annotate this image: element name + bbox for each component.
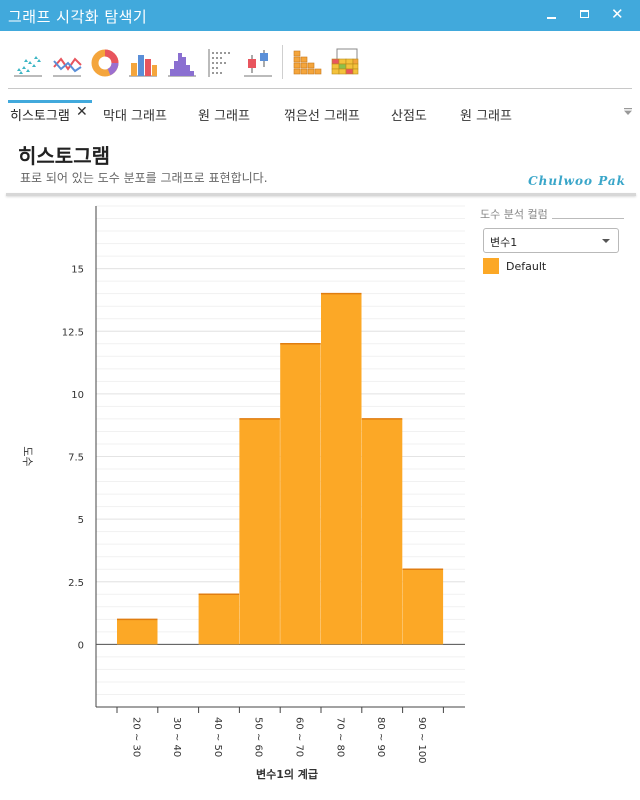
toolbar-separator: [282, 45, 283, 79]
maximize-icon: [580, 10, 589, 18]
scatter-chart-icon[interactable]: [12, 47, 44, 79]
tabs-overflow-icon[interactable]: [624, 108, 632, 116]
x-tick-label: 90 ~ 100: [416, 717, 427, 764]
column-label: 도수 분석 컬럼: [480, 208, 548, 221]
y-tick-label: 2.5: [68, 578, 84, 589]
x-tick-label: 50 ~ 60: [253, 717, 264, 757]
column-select[interactable]: 변수1: [483, 228, 619, 253]
treemap-icon[interactable]: [329, 47, 361, 79]
box-plot-icon[interactable]: [242, 47, 274, 79]
y-tick-label: 5: [78, 515, 84, 526]
tab-histogram[interactable]: 히스토그램: [10, 109, 70, 124]
minimize-button[interactable]: [535, 0, 568, 31]
header-divider: [6, 193, 636, 196]
x-tick-label: 40 ~ 50: [212, 717, 223, 757]
tab-scatter[interactable]: 산점도: [391, 109, 427, 124]
column-select-value: 변수1: [490, 236, 518, 249]
title-bar: 그래프 시각화 탐색기 ✕: [0, 0, 640, 31]
x-axis-title: 변수1의 계급: [256, 767, 318, 781]
histogram-bar: [239, 418, 280, 645]
toolbar-divider: [8, 88, 632, 89]
y-axis-title: 도수: [21, 446, 34, 466]
active-tab-indicator: [8, 100, 92, 103]
tab-close-icon[interactable]: ✕: [76, 104, 88, 120]
legend-swatch: [483, 258, 499, 274]
page-title: 히스토그램: [18, 144, 110, 168]
label-divider: [552, 218, 624, 219]
y-tick-label: 10: [71, 390, 84, 401]
close-icon: ✕: [611, 5, 624, 23]
chevron-down-icon: [602, 239, 610, 243]
window-title: 그래프 시각화 탐색기: [8, 8, 148, 26]
x-tick-label: 60 ~ 70: [293, 717, 304, 757]
brand-logo: Chulwoo Pak: [528, 174, 626, 188]
stacked-blocks-icon[interactable]: [291, 47, 323, 79]
histogram-chart: 0 2.5 5 7.5 10 12.5 15 20 ~ 30 30 ~ 40 40 ~ 50 50 …: [21, 205, 465, 781]
bar-chart-icon[interactable]: [127, 47, 159, 79]
tab-pie-chart[interactable]: 원 그래프: [198, 109, 250, 124]
x-tick-label: 30 ~ 40: [171, 717, 182, 757]
histogram-bar: [280, 343, 321, 645]
donut-chart-icon[interactable]: [89, 47, 121, 79]
tab-pie-chart-2[interactable]: 원 그래프: [460, 109, 512, 124]
page-subtitle: 표로 되어 있는 도수 분포를 그래프로 표현합니다.: [20, 171, 268, 185]
histogram-icon[interactable]: [166, 47, 198, 79]
histogram-bar: [321, 293, 362, 645]
tab-line-chart[interactable]: 꺾은선 그래프: [284, 109, 360, 124]
y-tick-label: 12.5: [62, 327, 84, 338]
x-tick-label: 70 ~ 80: [334, 717, 345, 757]
histogram-bar: [402, 569, 444, 645]
y-tick-label: 7.5: [68, 453, 84, 464]
x-tick-label: 20 ~ 30: [130, 717, 141, 757]
tab-bar-chart[interactable]: 막대 그래프: [103, 109, 167, 124]
histogram-bar: [198, 594, 240, 645]
y-tick-label: 0: [78, 640, 84, 651]
close-button[interactable]: ✕: [601, 0, 634, 31]
page-header: 히스토그램 표로 되어 있는 도수 분포를 그래프로 표현합니다. Chulwo…: [0, 128, 640, 194]
minimize-icon: [547, 17, 556, 19]
dot-plot-icon[interactable]: [204, 47, 236, 79]
y-tick-label: 15: [71, 265, 84, 276]
histogram-bar: [361, 418, 403, 645]
toolbar: [0, 31, 640, 89]
legend-label: Default: [506, 260, 547, 273]
line-chart-icon[interactable]: [51, 47, 83, 79]
x-tick-label: 80 ~ 90: [375, 717, 386, 757]
maximize-button[interactable]: [568, 0, 601, 31]
histogram-bar: [117, 619, 158, 645]
